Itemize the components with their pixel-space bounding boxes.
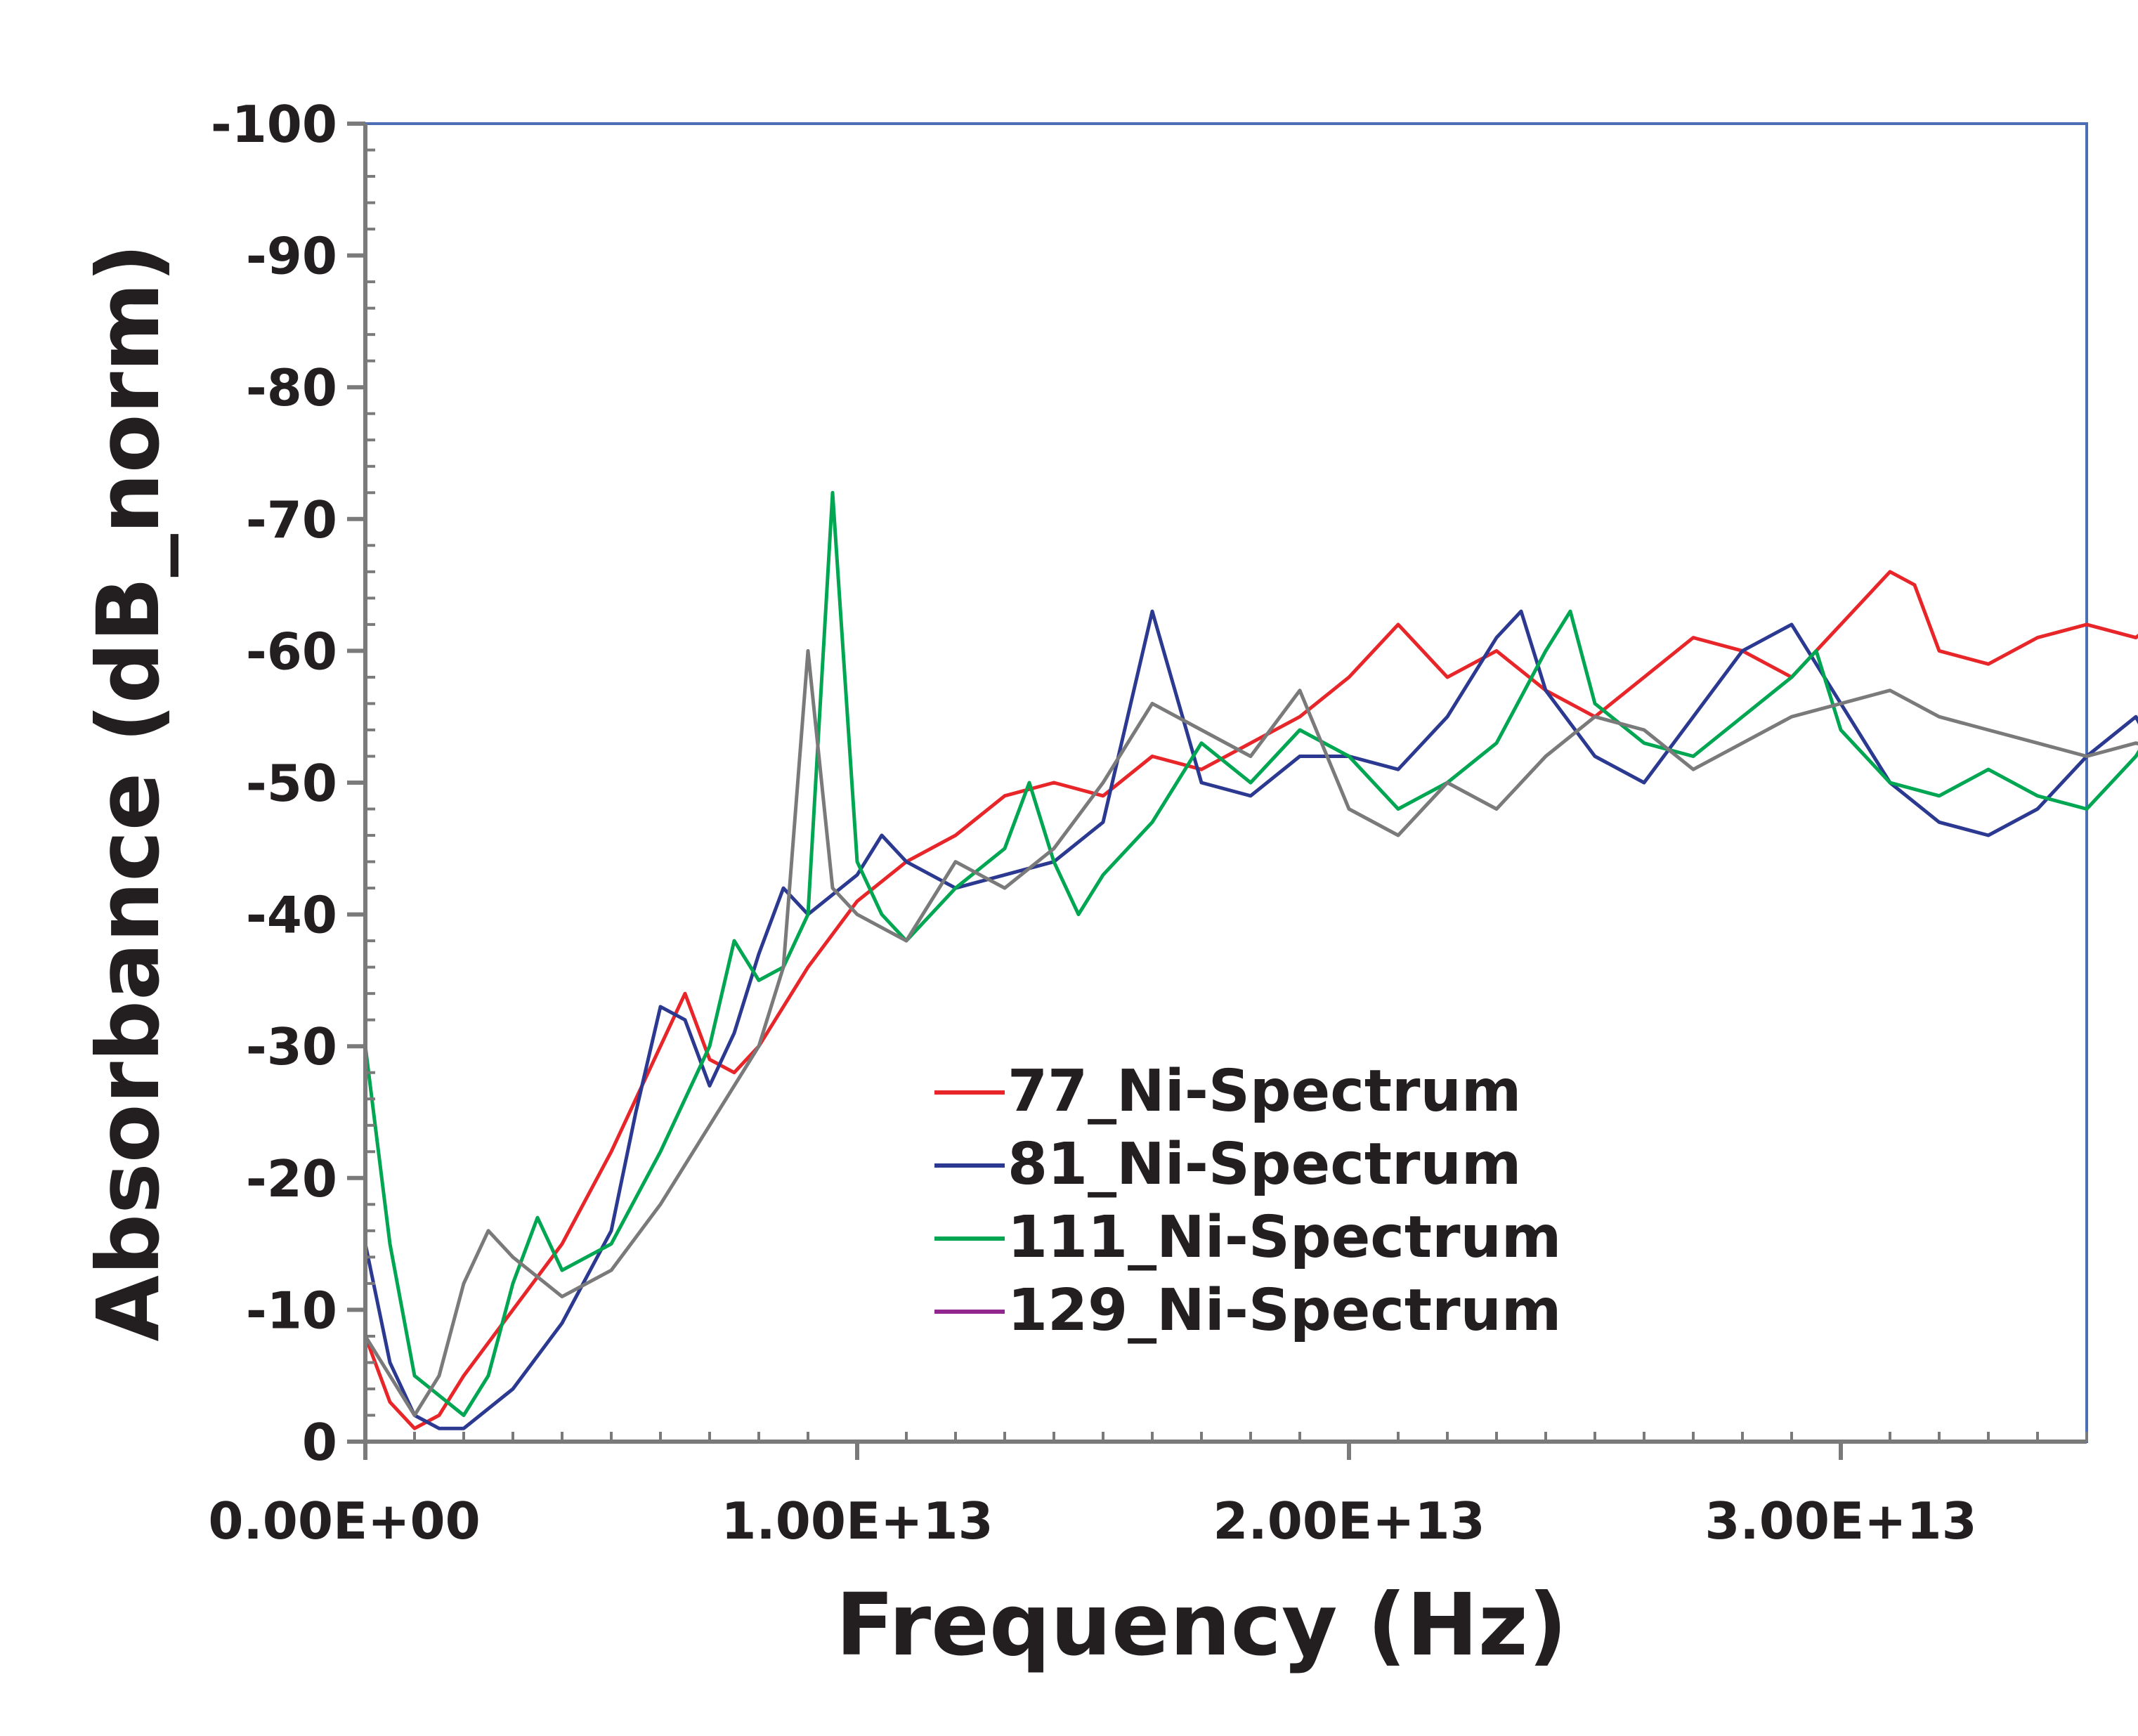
series-line-129_Ni-Spectrum	[363, 648, 2138, 1417]
axes-layer	[347, 122, 2088, 1460]
legend-label: 129_Ni-Spectrum	[1008, 1277, 1561, 1344]
legend-label: 77_Ni-Spectrum	[1008, 1058, 1521, 1125]
y-tick-label: -50	[246, 754, 337, 813]
y-tick-label: -10	[246, 1281, 337, 1340]
x-tick-label: 2.00E+13	[1213, 1492, 1485, 1551]
y-tick-label: -40	[246, 886, 337, 945]
legend: 77_Ni-Spectrum81_Ni-Spectrum111_Ni-Spect…	[934, 1058, 1561, 1344]
y-tick-label: -60	[246, 622, 337, 681]
x-tick-label: 3.00E+13	[1704, 1492, 1976, 1551]
y-tick-label: -20	[246, 1149, 337, 1208]
plot-area	[364, 122, 2088, 1443]
y-tick-label: -100	[211, 95, 337, 154]
y-tick-label: 0	[302, 1413, 337, 1472]
y-tick-label: -80	[246, 358, 337, 417]
series-line-81_Ni-Spectrum	[363, 609, 2138, 1430]
series-layer	[363, 490, 2138, 1430]
series-line-111_Ni-Spectrum	[363, 490, 2138, 1417]
tick-labels: 0 -10 -20 -30 -40 -50 -60 -70 -80 -90 -100 0.00E+00…	[208, 95, 1976, 1551]
y-tick-label: -70	[246, 490, 337, 549]
series-line-77_Ni-Spectrum	[363, 570, 2138, 1430]
y-tick-label: -30	[246, 1017, 337, 1076]
legend-label: 111_Ni-Spectrum	[1008, 1204, 1561, 1271]
y-axis-title: Absorbance (dB_norm)	[79, 243, 178, 1341]
legend-label: 81_Ni-Spectrum	[1008, 1131, 1521, 1198]
x-axis-title: Frequency (Hz)	[835, 1575, 1567, 1675]
x-tick-label: 1.00E+13	[721, 1492, 993, 1551]
y-tick-label: -90	[246, 227, 337, 286]
x-tick-label: 0.00E+00	[208, 1492, 480, 1551]
